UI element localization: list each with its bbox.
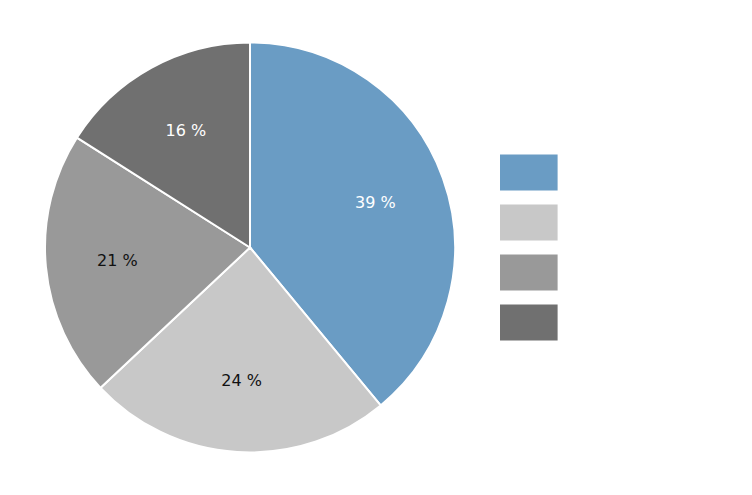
slices: [45, 43, 455, 453]
chart-svg: 39 % 24 % 21 % 16 %: [0, 0, 752, 495]
pie-slice: [77, 43, 250, 248]
legend-swatch: [500, 255, 558, 291]
legend-swatch: [500, 205, 558, 241]
data-label: 16 %: [165, 121, 206, 140]
data-labels: 39 % 24 % 21 % 16 %: [97, 121, 396, 390]
data-label: 24 %: [221, 371, 262, 390]
legend-swatch: [500, 305, 558, 341]
data-label: 39 %: [355, 193, 396, 212]
chart-container: 39 % 24 % 21 % 16 %: [0, 0, 752, 495]
legend: [500, 155, 558, 341]
data-label: 21 %: [97, 251, 138, 270]
legend-swatch: [500, 155, 558, 191]
